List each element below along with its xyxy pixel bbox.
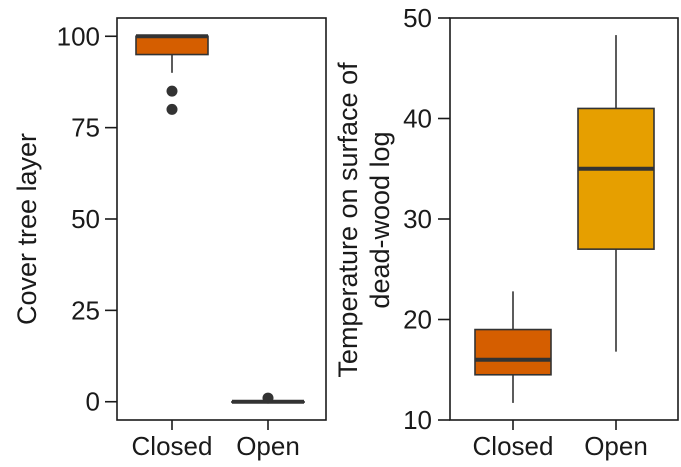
x-tick-label: Closed xyxy=(473,431,554,461)
box-closed xyxy=(135,34,209,115)
outlier-point xyxy=(166,103,178,115)
box-open xyxy=(577,35,655,352)
y-axis-title-temperature-line2: dead-wood log xyxy=(365,131,395,308)
y-tick-label: 75 xyxy=(71,113,100,143)
y-tick-label: 20 xyxy=(403,305,432,335)
panel-frame-cover xyxy=(116,17,327,421)
panel-cover-tree-layer: Cover tree layer 0 25 50 75 100 Closed Open xyxy=(12,17,327,461)
y-tick-label: 25 xyxy=(71,295,100,325)
y-tick-label: 30 xyxy=(403,204,432,234)
panel-frame-temperature xyxy=(449,17,679,421)
x-tick-label: Open xyxy=(236,431,300,461)
panel-temperature: Temperature on surface of dead-wood log … xyxy=(333,3,679,461)
y-tick-label: 0 xyxy=(86,387,100,417)
box-iqr xyxy=(474,328,552,376)
y-tick-label: 40 xyxy=(403,104,432,134)
y-tick-label: 50 xyxy=(403,3,432,33)
box-iqr xyxy=(577,107,655,250)
outlier-point xyxy=(166,85,178,97)
x-tick-label: Closed xyxy=(132,431,213,461)
y-tick-label: 100 xyxy=(57,21,100,51)
x-tick-labels-temperature: Closed Open xyxy=(473,420,648,461)
box-open xyxy=(231,392,305,404)
y-axis-title-cover: Cover tree layer xyxy=(12,133,42,325)
box-closed xyxy=(474,291,552,403)
boxes-temperature xyxy=(474,35,655,403)
outlier-point xyxy=(262,392,274,404)
y-tick-label: 50 xyxy=(71,204,100,234)
y-tick-label: 10 xyxy=(403,405,432,435)
x-tick-labels-cover: Closed Open xyxy=(132,420,300,461)
box-iqr xyxy=(135,35,209,56)
boxes-cover xyxy=(135,34,305,404)
y-tick-labels-cover: 0 25 50 75 100 xyxy=(57,21,117,417)
x-tick-label: Open xyxy=(584,431,648,461)
y-tick-labels-temperature: 10 20 30 40 50 xyxy=(403,3,450,435)
y-axis-title-temperature-line1: Temperature on surface of xyxy=(333,62,363,378)
